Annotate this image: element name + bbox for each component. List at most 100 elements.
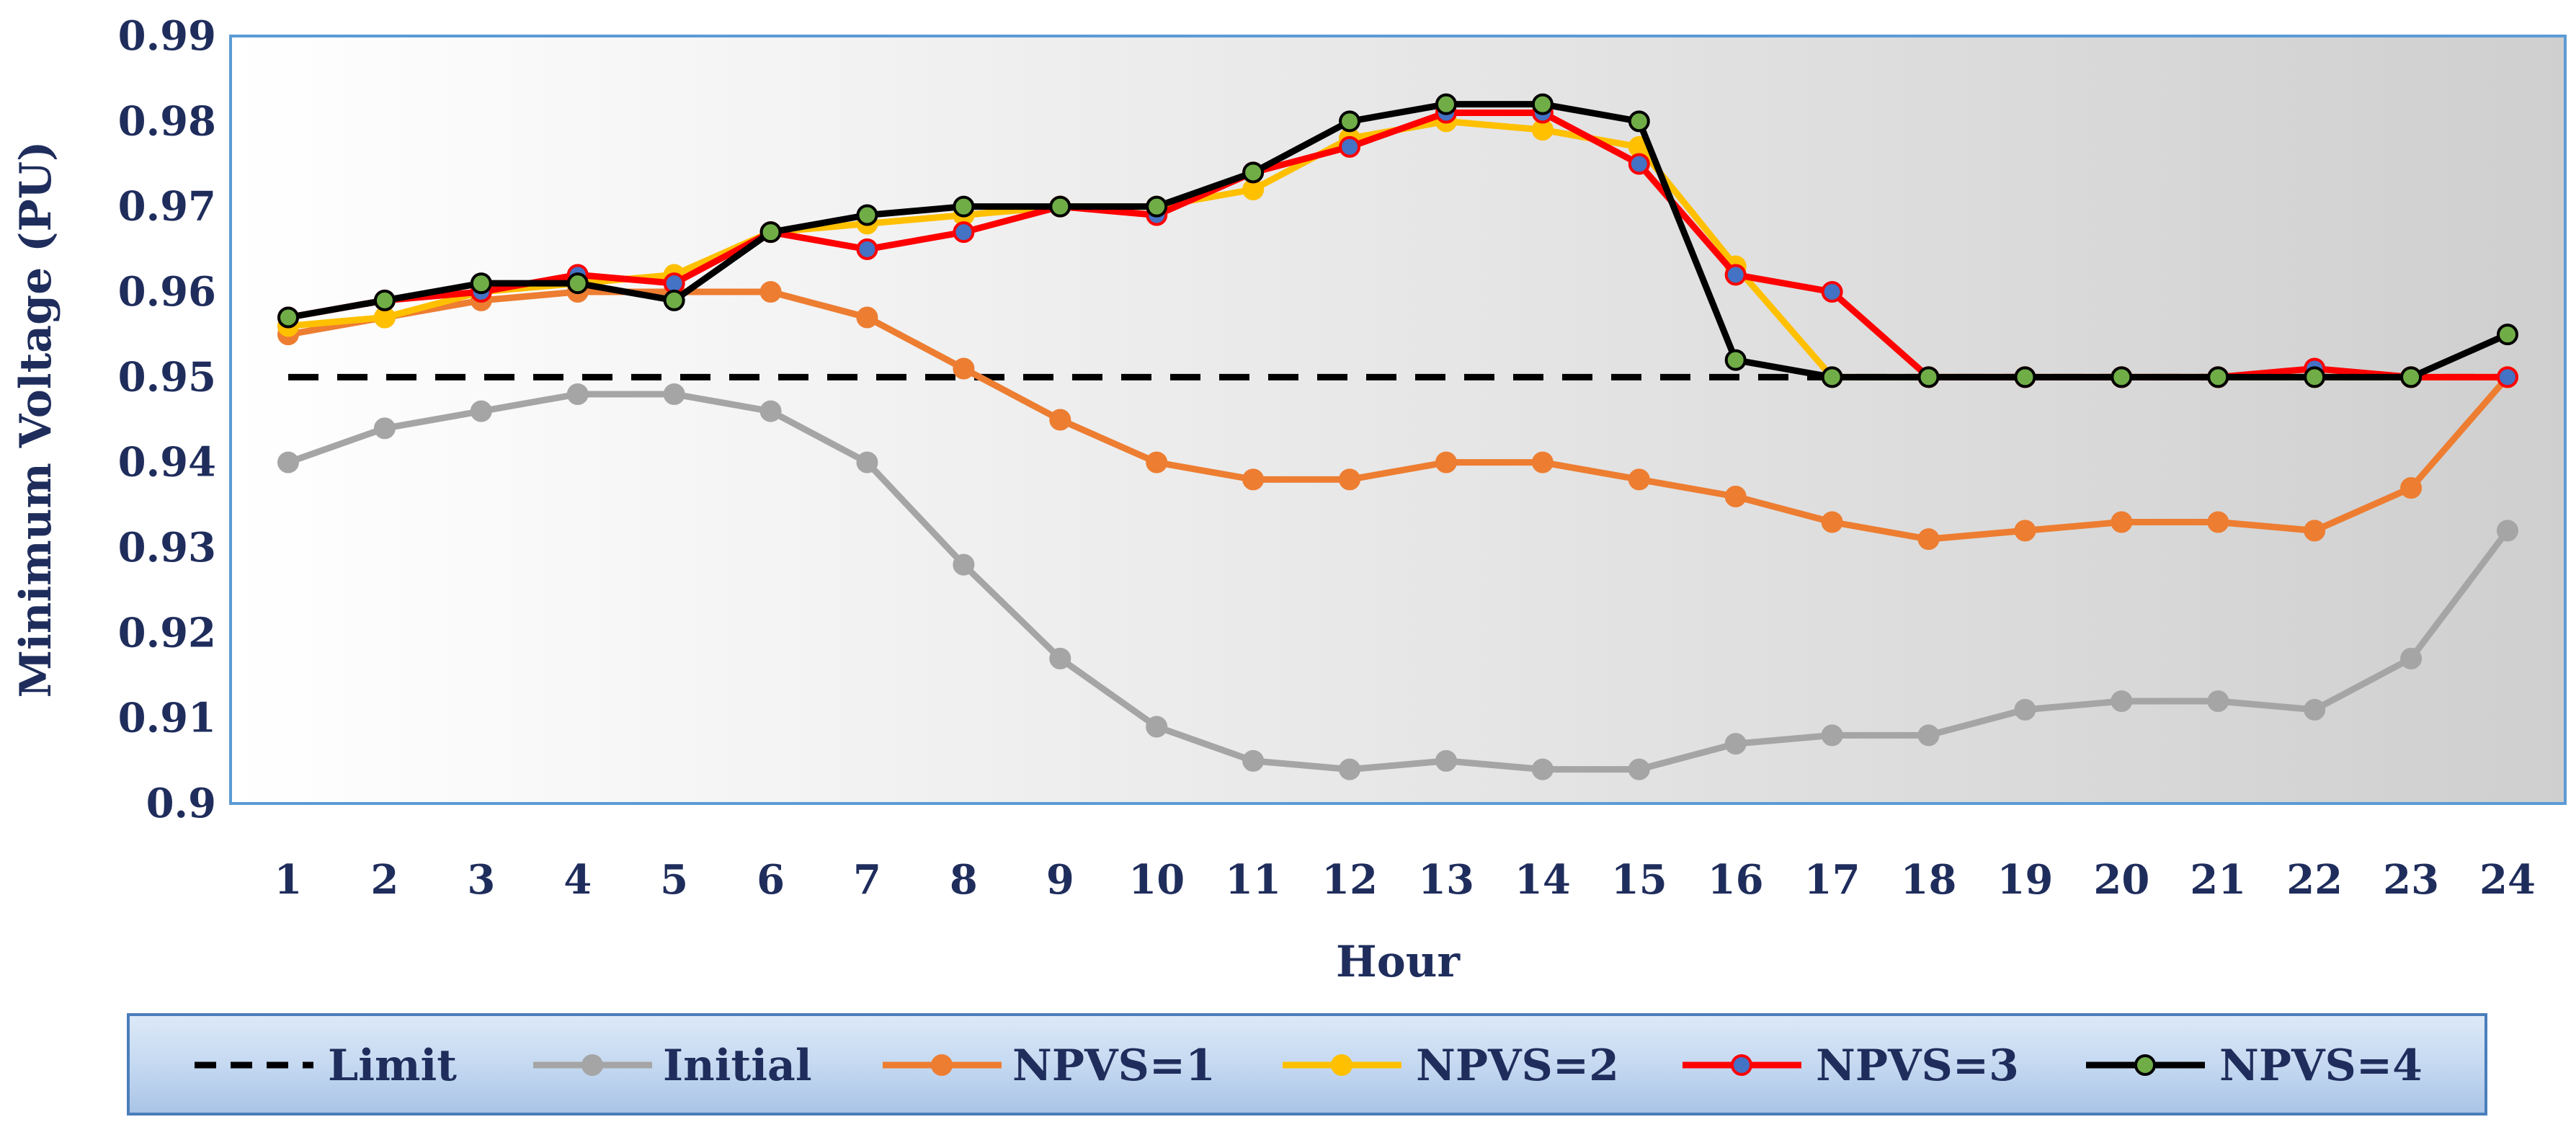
data-point: [1339, 758, 1361, 780]
y-tick-label: 0.9: [146, 780, 216, 827]
data-point: [1435, 451, 1457, 473]
data-point: [1917, 724, 1940, 747]
data-point: [1049, 409, 1071, 431]
data-point: [2014, 520, 2036, 542]
data-point: [1917, 528, 1940, 551]
data-point: [2497, 324, 2518, 346]
data-point: [2304, 366, 2326, 388]
legend-label: Limit: [328, 1041, 457, 1091]
data-point: [1339, 135, 1361, 158]
y-tick-label: 0.97: [118, 183, 216, 231]
data-point: [1531, 758, 1554, 780]
data-point: [1821, 511, 1843, 533]
data-point: [1049, 195, 1071, 218]
x-tick-label: 23: [2383, 856, 2439, 904]
data-point: [856, 451, 878, 473]
data-point: [1339, 110, 1361, 133]
legend-marker: [1731, 1054, 1752, 1076]
data-point: [1724, 486, 1747, 507]
x-tick-label: 16: [1708, 856, 1764, 904]
x-tick-label: 4: [563, 856, 592, 904]
data-point: [1628, 110, 1650, 133]
x-tick-label: 8: [950, 856, 978, 904]
data-point: [856, 306, 878, 329]
data-point: [1339, 468, 1361, 491]
data-point: [856, 204, 878, 226]
legend-label: NPVS=1: [1012, 1041, 1216, 1091]
data-point: [1628, 758, 1650, 780]
data-point: [2014, 698, 2036, 721]
x-tick-label: 12: [1322, 856, 1378, 904]
data-point: [759, 281, 782, 303]
data-point: [2400, 477, 2423, 499]
x-tick-label: 5: [660, 856, 688, 904]
series-line-npvs-4: [288, 101, 2509, 380]
x-tick-label: 10: [1128, 856, 1185, 904]
data-point: [953, 221, 975, 244]
legend-label: NPVS=3: [1816, 1041, 2019, 1091]
data-point: [2304, 698, 2326, 721]
data-point: [759, 400, 782, 422]
data-point: [2207, 690, 2229, 712]
y-axis-ticks: 0.9 0.91 0.92 0.93 0.94 0.95 0.96 0.97 0.98 0.99: [118, 12, 216, 827]
legend-marker: [931, 1054, 953, 1076]
x-tick-label: 1: [275, 856, 303, 904]
data-point: [953, 553, 975, 576]
y-tick-label: 0.94: [118, 439, 216, 486]
data-point: [2497, 520, 2518, 542]
data-point: [566, 272, 589, 295]
x-tick-label: 14: [1515, 856, 1571, 904]
data-point: [1821, 724, 1843, 747]
data-point: [953, 357, 975, 380]
data-point: [2111, 366, 2133, 388]
data-point: [663, 289, 685, 311]
x-tick-label: 9: [1046, 856, 1074, 904]
data-point: [1146, 195, 1168, 218]
x-tick-label: 13: [1418, 856, 1474, 904]
x-axis-title: Hour: [1336, 937, 1461, 987]
x-tick-label: 22: [2286, 856, 2343, 904]
data-point: [277, 306, 299, 329]
data-point: [1146, 451, 1168, 473]
legend-label: NPVS=2: [1416, 1041, 1619, 1091]
y-tick-label: 0.96: [118, 268, 216, 316]
data-point: [1628, 468, 1650, 491]
series-line-initial: [287, 391, 2510, 773]
data-point: [2400, 647, 2423, 669]
legend: Limit Initial NPVS=1 NPVS=2 NPVS=3 NPVS=4: [195, 1041, 2423, 1091]
x-tick-label: 6: [757, 856, 785, 904]
x-tick-label: 3: [467, 856, 495, 904]
data-point: [1435, 93, 1457, 115]
y-tick-label: 0.99: [118, 12, 216, 60]
data-point: [759, 221, 782, 244]
data-point: [2111, 511, 2133, 533]
data-point: [566, 383, 589, 405]
x-tick-label: 2: [370, 856, 398, 904]
x-tick-label: 18: [1901, 856, 1957, 904]
data-point: [1531, 451, 1554, 473]
x-tick-label: 20: [2093, 856, 2149, 904]
x-tick-label: 15: [1611, 856, 1667, 904]
data-point: [277, 451, 299, 473]
y-tick-label: 0.91: [118, 695, 216, 742]
data-point: [2014, 366, 2036, 388]
y-tick-label: 0.92: [118, 609, 216, 656]
x-tick-label: 17: [1804, 856, 1860, 904]
data-point: [373, 417, 396, 440]
data-point: [1724, 264, 1747, 286]
x-tick-label: 21: [2190, 856, 2246, 904]
data-point: [2304, 520, 2326, 542]
x-tick-label: 24: [2479, 856, 2536, 904]
series-line-npvs-1: [288, 288, 2510, 543]
data-point: [2207, 511, 2229, 533]
data-point: [1242, 161, 1265, 184]
data-point: [470, 272, 492, 295]
data-point: [1531, 93, 1554, 115]
x-tick-label: 19: [1997, 856, 2053, 904]
data-point: [1724, 349, 1747, 371]
data-point: [1242, 468, 1265, 491]
legend-marker: [581, 1054, 603, 1076]
legend-label: Initial: [663, 1041, 812, 1091]
data-point: [1821, 281, 1843, 303]
